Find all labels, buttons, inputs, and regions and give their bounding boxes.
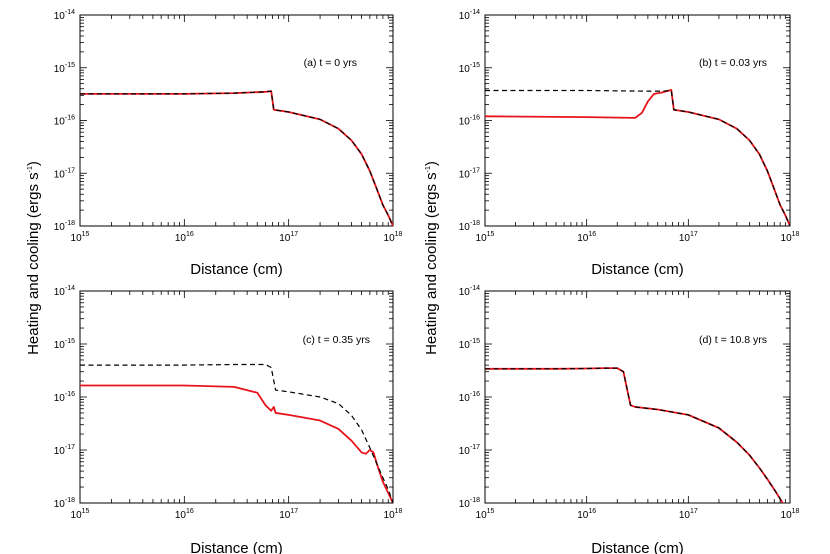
y-tick-label: 10-14 [54, 285, 75, 298]
x-tick-label: 1016 [175, 231, 194, 244]
series-group [485, 89, 790, 226]
y-tick-label: 10-14 [459, 9, 480, 22]
x-tick-label: 1016 [577, 231, 596, 244]
x-tick-label: 1017 [679, 508, 698, 521]
x-tick-label: 1016 [577, 508, 596, 521]
y-tick-label: 10-15 [459, 62, 480, 75]
y-tick-label: 10-15 [459, 338, 480, 351]
y-tick-label: 10-18 [54, 220, 75, 233]
series-line-dashed [485, 89, 790, 226]
x-tick-label: 1018 [384, 508, 403, 521]
chart-panel-c: 1015 1016 1017 1018 10-18 10-17 10-16 10-15 10-1… [54, 285, 403, 554]
plot-frame [484, 290, 791, 504]
x-axis-title: Distance (cm) [190, 261, 283, 278]
y-tick-label: 10-18 [459, 497, 480, 510]
x-axis-title: Distance (cm) [591, 261, 684, 278]
panel-label: (c) t = 0.35 yrs [303, 334, 370, 346]
y-tick-label: 10-16 [459, 391, 480, 404]
y-tick-label: 10-17 [54, 167, 75, 180]
y-tick-label: 10-17 [54, 444, 75, 457]
y-tick-label: 10-14 [459, 285, 480, 298]
x-tick-label: 1017 [279, 231, 298, 244]
series-group [485, 367, 784, 503]
panel-label: (d) t = 10.8 yrs [699, 334, 767, 346]
y-tick-label: 10-16 [54, 115, 75, 128]
series-line-dashed [485, 367, 784, 503]
x-tick-label: 1015 [71, 508, 90, 521]
chart-panel-a: 1015 1016 1017 1018 10-18 10-17 10-16 10-15 10-1… [54, 9, 403, 278]
y-tick-label: 10-17 [459, 167, 480, 180]
x-axis-title: Distance (cm) [190, 540, 283, 554]
series-line-solid [80, 90, 393, 226]
x-axis-title: Distance (cm) [591, 540, 684, 554]
series-line-dashed [80, 90, 393, 226]
x-tick-label: 1017 [679, 231, 698, 244]
plot-frame [79, 14, 394, 227]
x-tick-label: 1018 [781, 508, 800, 521]
x-tick-label: 1015 [476, 231, 495, 244]
series-line-dashed [80, 363, 393, 503]
y-axis-title-right: Heating and cooling (ergs s-1) [423, 161, 440, 355]
x-tick-label: 1016 [175, 508, 194, 521]
series-group [80, 90, 393, 226]
series-group [80, 363, 393, 503]
plot-frame [79, 290, 394, 504]
y-tick-label: 10-18 [54, 497, 75, 510]
chart-panel-d: 1015 1016 1017 1018 10-18 10-17 10-16 10-15 10-1… [459, 285, 800, 554]
panels: 1015 1016 1017 1018 10-18 10-17 10-16 10-15 10-1… [54, 9, 800, 554]
chart-panel-b: 1015 1016 1017 1018 10-18 10-17 10-16 10-15 10-1… [459, 9, 800, 278]
series-line-solid [80, 384, 393, 503]
x-tick-label: 1015 [71, 231, 90, 244]
y-tick-label: 10-16 [459, 115, 480, 128]
x-tick-label: 1018 [781, 231, 800, 244]
x-tick-label: 1018 [384, 231, 403, 244]
y-tick-label: 10-17 [459, 444, 480, 457]
y-tick-label: 10-18 [459, 220, 480, 233]
y-tick-label: 10-16 [54, 391, 75, 404]
y-tick-label: 10-14 [54, 9, 75, 22]
x-tick-label: 1017 [279, 508, 298, 521]
y-tick-label: 10-15 [54, 338, 75, 351]
series-line-solid [485, 367, 784, 503]
x-tick-label: 1015 [476, 508, 495, 521]
series-line-solid [485, 89, 790, 226]
y-tick-label: 10-15 [54, 62, 75, 75]
panel-label: (a) t = 0 yrs [304, 57, 357, 69]
panel-label: (b) t = 0.03 yrs [699, 57, 767, 69]
plot-frame [484, 14, 791, 227]
y-axis-title-left: Heating and cooling (ergs s-1) [25, 161, 42, 355]
